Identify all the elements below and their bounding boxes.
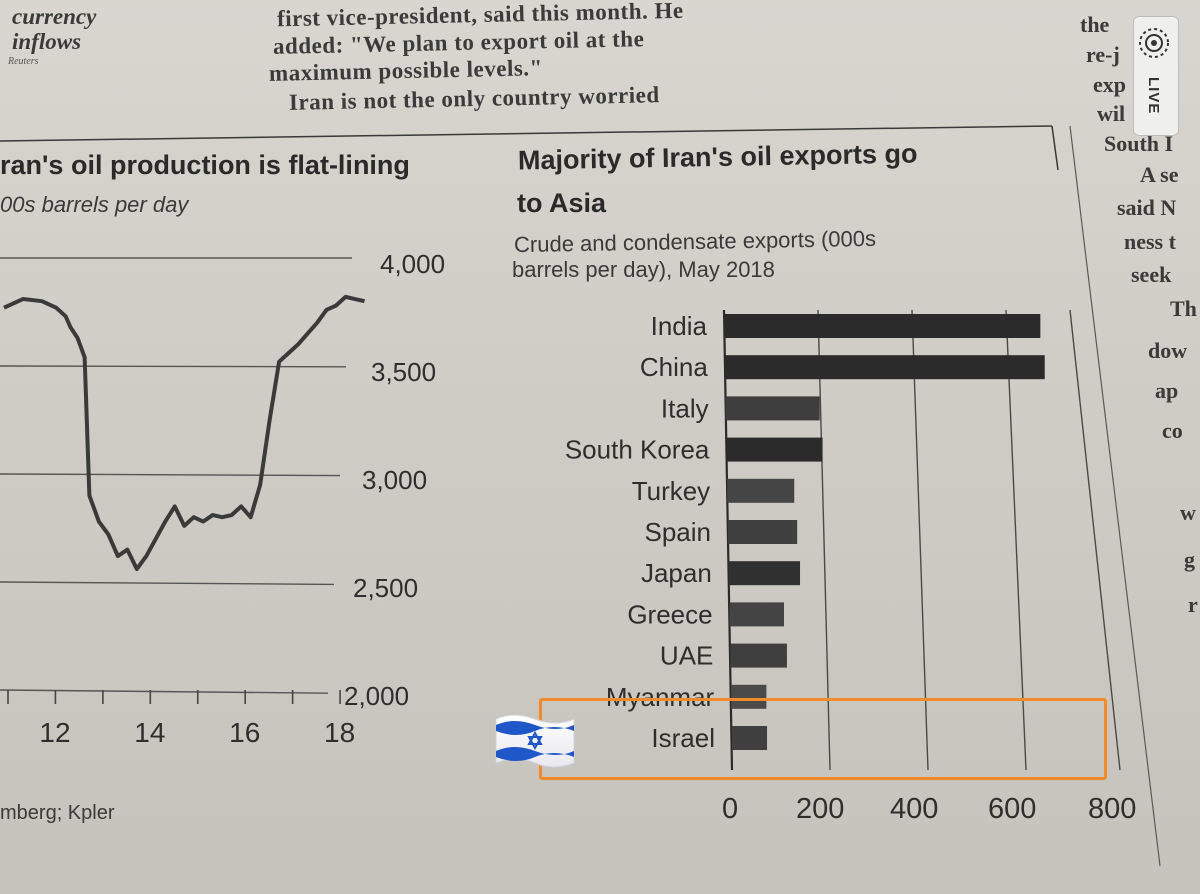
right-col-line: A se [1140,162,1179,187]
bar-category-label: Greece [627,599,712,629]
live-label: LIVE [1145,77,1162,115]
y-tick-label: 4,000 [380,249,445,279]
bar-japan [728,561,801,586]
left-chart-title: ran's oil production is flat-lining [0,150,410,180]
bar-greece [729,602,784,627]
bar-italy [725,396,820,421]
right-col-line: w [1180,500,1196,525]
left-chart-subtitle: 00s barrels per day [0,192,189,217]
x-tick-label: 14 [134,717,165,748]
production-line [3,294,365,572]
right-col-line: co [1162,418,1183,443]
right-chart-subtitle-2: barrels per day), May 2018 [512,257,775,282]
x-tick-label: 18 [324,717,355,748]
chart-source: mberg; Kpler [0,802,115,824]
line-chart: 4,000 3,500 3,000 2,500 2,000 12 14 16 18 [0,249,445,748]
x-tick-label: 0 [722,793,738,825]
y-tick-label: 3,500 [371,357,436,387]
panel-corner-rule [1051,125,1059,171]
right-col-line: ness t [1124,229,1176,254]
bar-uae [730,643,787,668]
y-gridline [0,581,335,586]
bar-india [724,314,1041,338]
bar-category-label: Japan [641,558,712,588]
sidebar-heading-2: inflows [12,29,82,54]
y-tick-label: 2,000 [344,681,409,711]
bar-spain [728,520,798,544]
bar-israel [732,726,768,750]
y-tick-label: 3,000 [362,465,427,495]
x-tick-label: 400 [890,793,938,825]
right-col-line: re-j [1086,42,1120,67]
bar-category-label: Spain [645,517,712,547]
right-col-line: g [1184,547,1195,572]
bar-south-korea [726,437,823,462]
right-col-line: seek [1131,262,1172,287]
live-badge[interactable]: LIVE [1133,16,1179,136]
right-col-line: exp [1093,72,1126,97]
sidebar-heading-1: currency [12,4,97,29]
bar-china [724,355,1045,380]
column-divider [1069,125,1161,867]
right-col-line: ap [1155,378,1179,403]
bar-category-label: Italy [661,393,709,423]
live-broadcast-icon [1139,28,1169,58]
x-gridline [1069,309,1121,771]
right-col-line: r [1188,592,1198,617]
y-tick-label: 2,500 [353,573,418,603]
bar-chart: 0 200 400 600 800 India China Italy South Korea T… [565,309,1136,825]
bar-turkey [727,478,795,503]
bar-category-label: China [640,352,708,382]
x-gridline [817,309,831,771]
bar-category-label: Turkey [632,476,711,506]
x-gridline [911,309,929,771]
bar-category-label: UAE [660,641,713,671]
panel-top-rule [0,125,1053,142]
right-col-line: Th [1170,296,1197,321]
x-tick-label: 16 [229,717,260,748]
sidebar-credit: Reuters [8,56,39,67]
israel-flag-icon [492,709,578,778]
right-col-line: wil [1097,101,1126,126]
y-gridline [0,365,347,368]
x-gridline [1005,309,1027,771]
y-gridline [0,473,341,477]
israel-highlight-box [539,698,1107,780]
right-col-line: the [1080,12,1110,37]
right-chart-title-2: to Asia [517,188,607,218]
bar-category-label: Israel [651,723,715,753]
right-col-line: said N [1117,195,1177,220]
x-tick-label: 12 [39,717,70,748]
right-col-line: dow [1148,338,1188,363]
bar-category-label: Myanmar [606,682,715,712]
x-tick-label: 600 [988,793,1036,825]
bar-category-label: South Korea [565,435,710,465]
y-gridline [0,689,329,694]
bar-myanmar [731,684,767,709]
bar-category-label: India [651,311,708,341]
x-tick-label: 200 [796,793,844,825]
x-tick-label: 800 [1088,793,1136,825]
